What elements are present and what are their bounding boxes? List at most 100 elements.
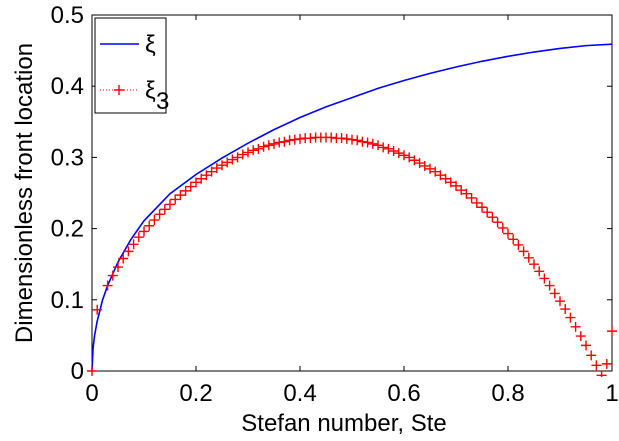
data-point: [289, 134, 300, 145]
data-point: [497, 222, 508, 233]
data-point: [211, 163, 222, 174]
data-point: [560, 304, 571, 315]
legend-plus-swatch: [114, 85, 124, 95]
data-point: [539, 273, 550, 284]
data-point: [279, 136, 290, 147]
data-point: [196, 173, 207, 184]
data-point: [206, 166, 217, 177]
data-point: [513, 239, 524, 250]
data-point: [237, 149, 248, 160]
data-point: [347, 134, 357, 145]
data-point: [123, 246, 134, 257]
data-point: [581, 340, 591, 351]
data-point: [133, 232, 144, 243]
data-point: [170, 194, 181, 205]
data-point: [461, 188, 472, 199]
data-point: [508, 234, 519, 245]
data-point: [570, 321, 581, 332]
x-tick-label: 0.4: [283, 380, 316, 407]
data-point: [373, 140, 383, 151]
data-point: [544, 280, 555, 291]
data-point: [352, 135, 363, 146]
data-point: [336, 133, 347, 144]
data-point: [222, 157, 233, 168]
data-point: [87, 366, 97, 376]
data-point: [165, 199, 175, 210]
data-point: [549, 288, 560, 299]
data-point: [378, 142, 389, 153]
legend-entry-label: ξ: [145, 77, 156, 104]
data-point: [477, 202, 487, 213]
data-point: [243, 147, 253, 158]
data-point: [487, 212, 498, 223]
data-point: [149, 215, 160, 226]
legend-entry-label: ξ: [145, 31, 156, 58]
data-point: [201, 170, 212, 181]
data-point: [269, 138, 279, 149]
data-point: [565, 312, 576, 323]
data-point: [180, 185, 191, 196]
data-point: [503, 228, 513, 239]
series-xi3-markers: [87, 132, 617, 377]
data-point: [435, 170, 446, 181]
x-tick-label: 0.2: [179, 380, 212, 407]
data-point: [409, 155, 420, 166]
data-point: [529, 259, 539, 270]
data-point: [185, 181, 196, 192]
data-point: [154, 209, 165, 220]
x-tick-label: 0.8: [491, 380, 524, 407]
data-point: [341, 133, 352, 144]
x-axis-label: Stefan number, Ste: [241, 410, 446, 437]
data-point: [482, 207, 493, 218]
data-point: [258, 141, 269, 152]
y-tick-label: 0.3: [51, 144, 84, 171]
data-point: [601, 358, 612, 369]
data-point: [445, 177, 456, 188]
data-point: [430, 166, 441, 177]
data-point: [367, 138, 378, 149]
data-point: [227, 154, 238, 165]
data-point: [456, 185, 467, 196]
data-point: [248, 145, 259, 156]
plot-area: [91, 14, 613, 372]
data-point: [591, 360, 602, 371]
data-point: [128, 239, 139, 250]
data-point: [451, 180, 461, 191]
x-tick-label: 0: [85, 380, 98, 407]
data-point: [305, 133, 316, 144]
data-point: [191, 177, 201, 188]
data-point: [466, 192, 477, 203]
series-xi-line: [91, 43, 613, 372]
data-point: [263, 140, 274, 151]
data-point: [388, 145, 399, 156]
data-point: [425, 163, 435, 174]
data-point: [523, 252, 534, 263]
data-point: [253, 143, 264, 154]
data-point: [326, 132, 337, 143]
data-point: [440, 173, 451, 184]
data-point: [575, 331, 586, 342]
data-point: [393, 148, 404, 159]
y-tick-label: 0.2: [51, 216, 84, 243]
x-tick-label: 1: [605, 380, 618, 407]
x-tick-label: 0.6: [387, 380, 420, 407]
y-tick-label: 0.5: [51, 2, 84, 29]
data-point: [471, 197, 482, 208]
data-point: [232, 152, 243, 163]
data-point: [586, 350, 597, 361]
data-point: [217, 160, 227, 171]
data-point: [274, 137, 285, 148]
data-point: [555, 296, 565, 307]
data-point: [113, 262, 123, 273]
data-point: [175, 190, 186, 201]
data-point: [596, 370, 607, 377]
data-point: [295, 133, 305, 144]
y-axis-label: Dimensionless front location: [11, 43, 38, 343]
data-point: [607, 326, 617, 337]
data-point: [139, 226, 149, 237]
y-tick-label: 0.1: [51, 287, 84, 314]
data-point: [404, 152, 415, 163]
data-point: [118, 253, 129, 264]
data-point: [492, 217, 503, 228]
